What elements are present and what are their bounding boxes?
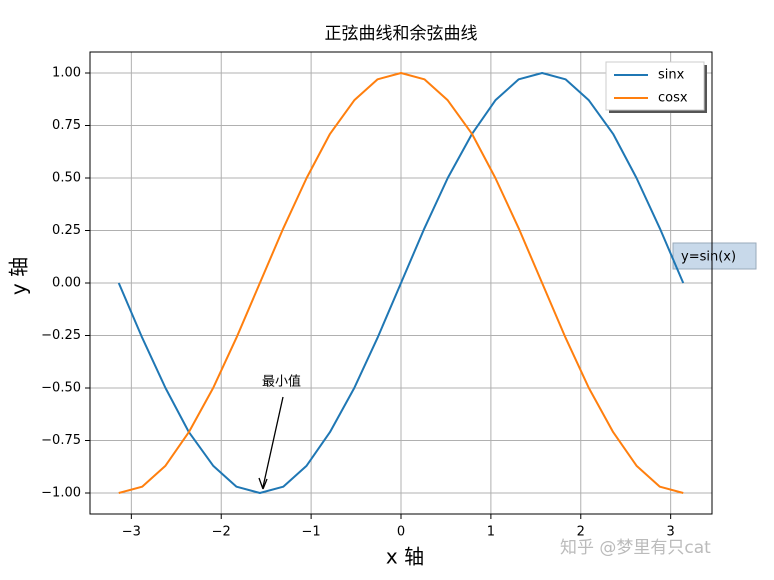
x-tick-label: −1	[302, 525, 321, 540]
y-tick-label: 0.00	[52, 276, 81, 291]
x-tick-label: 2	[577, 525, 585, 540]
y-tick-label: 0.75	[52, 118, 81, 133]
x-tick-label: 0	[397, 525, 405, 540]
x-tick-label: −3	[122, 525, 141, 540]
x-tick-label: 3	[667, 525, 675, 540]
legend-label: cosx	[658, 91, 688, 106]
arrow-head	[258, 477, 268, 490]
text-box	[672, 242, 757, 270]
annotation: y=sin(x)	[681, 250, 736, 265]
legend	[605, 61, 705, 111]
annotation-arrow	[262, 396, 284, 488]
watermark: 知乎 @梦里有只cat	[560, 538, 711, 558]
y-tick-label: 0.25	[52, 223, 81, 238]
y-tick-label: −0.25	[41, 328, 81, 343]
y-tick-label: −1.00	[41, 486, 81, 501]
legend-label: sinx	[658, 68, 685, 83]
plot-frame	[89, 51, 713, 515]
chart-title: 正弦曲线和余弦曲线	[325, 24, 478, 44]
grid	[90, 52, 712, 514]
y-axis-label: y 轴	[7, 257, 31, 295]
x-tick-label: −2	[212, 525, 231, 540]
y-tick-label: −0.50	[41, 381, 81, 396]
y-tick-label: 1.00	[52, 66, 81, 81]
line-series	[117, 72, 685, 494]
x-tick-label: 1	[487, 525, 495, 540]
x-axis-label: x 轴	[386, 545, 424, 569]
y-tick-label: 0.50	[52, 171, 81, 186]
y-tick-label: −0.75	[41, 433, 81, 448]
line-series	[118, 72, 684, 494]
annotation: 最小值	[262, 374, 301, 390]
